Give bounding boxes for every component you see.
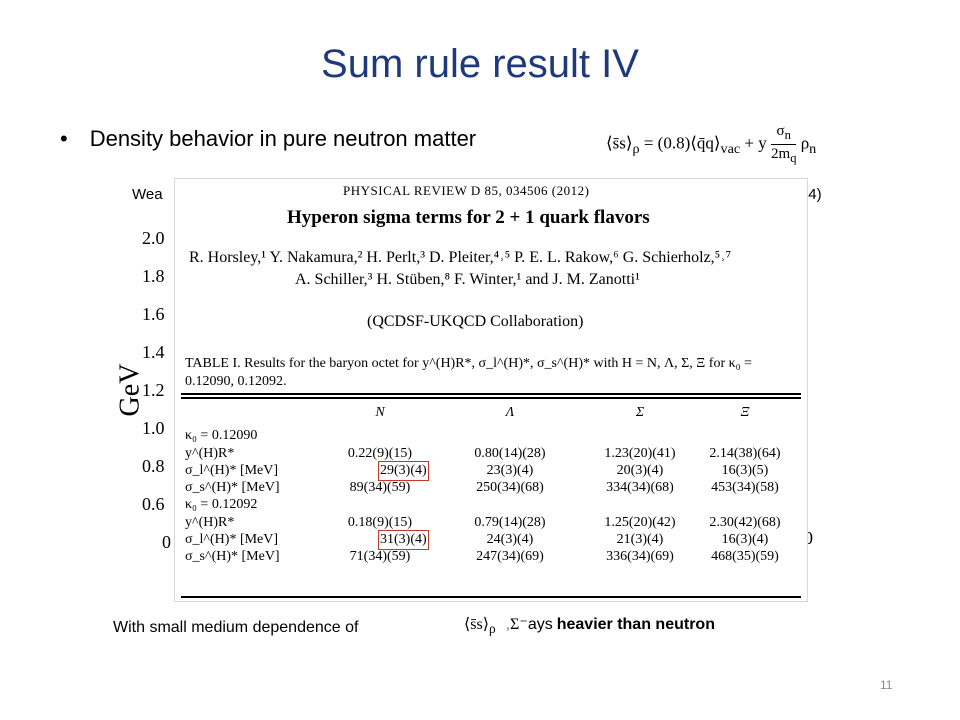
table-row: σ_s^(H)* [MeV] 89(34)(59) 250(34)(68) 334(3… — [185, 480, 779, 496]
collaboration: (QCDSF-UKQCD Collaboration) — [367, 313, 584, 330]
results-table: N Λ Σ Ξ κ₀ = 0.12090 y^(H)R* 0.22(9)(15) 0… — [185, 405, 799, 567]
conclusion-bold: heavier than neutron — [556, 616, 715, 633]
caption-fragment-left: Wea — [132, 186, 163, 203]
chart-y-tick-label: 0.8 — [142, 456, 165, 476]
page-number: 11 — [880, 678, 893, 692]
table-rule-top-2 — [181, 397, 801, 399]
chart-y-tick-label: 2.0 — [142, 228, 165, 248]
authors-line-2: A. Schiller,³ H. Stüben,⁸ F. Winter,¹ an… — [295, 271, 640, 288]
table-rule-top — [181, 393, 801, 395]
table-row: σ_s^(H)* [MeV] 71(34)(59) 247(34)(69) 336(3… — [185, 549, 779, 565]
table-row: σ_l^(H)* [MeV] 31(3)(4) 24(3)(4) 21(3)(4) 16… — [185, 530, 769, 551]
chart-y-tick-label: 1.2 — [142, 380, 165, 400]
chart-y-tick-label: 1.0 — [142, 418, 165, 438]
slide-title: Sum rule result IV — [321, 42, 639, 86]
table-caption: TABLE I. Results for the baryon octet fo… — [185, 356, 752, 389]
formula-bottom: ⟨s̄s⟩ρ ,Σ⁻ays heavier than neutron — [464, 616, 715, 637]
table-row: κ₀ = 0.12092 — [185, 497, 258, 513]
chart-y-tick-label: 1.8 — [142, 266, 165, 286]
formula-fraction: σn 2mq — [771, 123, 797, 165]
table-row: y^(H)R* 0.22(9)(15) 0.80(14)(28) 1.23(20)(4… — [185, 445, 781, 461]
table-row: y^(H)R* 0.18(9)(15) 0.79(14)(28) 1.25(20)(4… — [185, 514, 781, 530]
table-rule-bottom — [181, 596, 801, 598]
bullet-row: • Density behavior in pure neutron matter — [60, 126, 476, 152]
chart-y-tick-label: 1.6 — [142, 304, 165, 324]
table-row: κ₀ = 0.12090 — [185, 428, 258, 444]
bullet-dot-icon: • — [60, 126, 68, 151]
paper-excerpt: PHYSICAL REVIEW D 85, 034506 (2012) Hype… — [174, 178, 808, 602]
paper-title: Hyperon sigma terms for 2 + 1 quark flav… — [287, 207, 650, 228]
chart-right-tick: 0 — [804, 528, 813, 548]
authors-line-1: R. Horsley,¹ Y. Nakamura,² H. Perlt,³ D.… — [189, 249, 732, 266]
table-row: σ_l^(H)* [MeV] 29(3)(4) 23(3)(4) 20(3)(4) 16… — [185, 460, 769, 481]
journal-header: PHYSICAL REVIEW D 85, 034506 (2012) — [343, 183, 590, 198]
bullet-text: Density behavior in pure neutron matter — [89, 126, 477, 151]
formula-strange-condensate: ⟨s̄s⟩ρ = (0.8)⟨q̄q⟩vac + y σn 2mq ρn — [606, 123, 817, 165]
chart-y-tick-label: 0.6 — [142, 494, 165, 514]
conclusion-line: With small medium dependence of — [113, 619, 359, 636]
chart-y-tick-label: 1.4 — [142, 342, 165, 362]
chart-y-tick-label: 0 — [162, 532, 171, 552]
table-header-row: N Λ Σ Ξ — [375, 405, 750, 420]
